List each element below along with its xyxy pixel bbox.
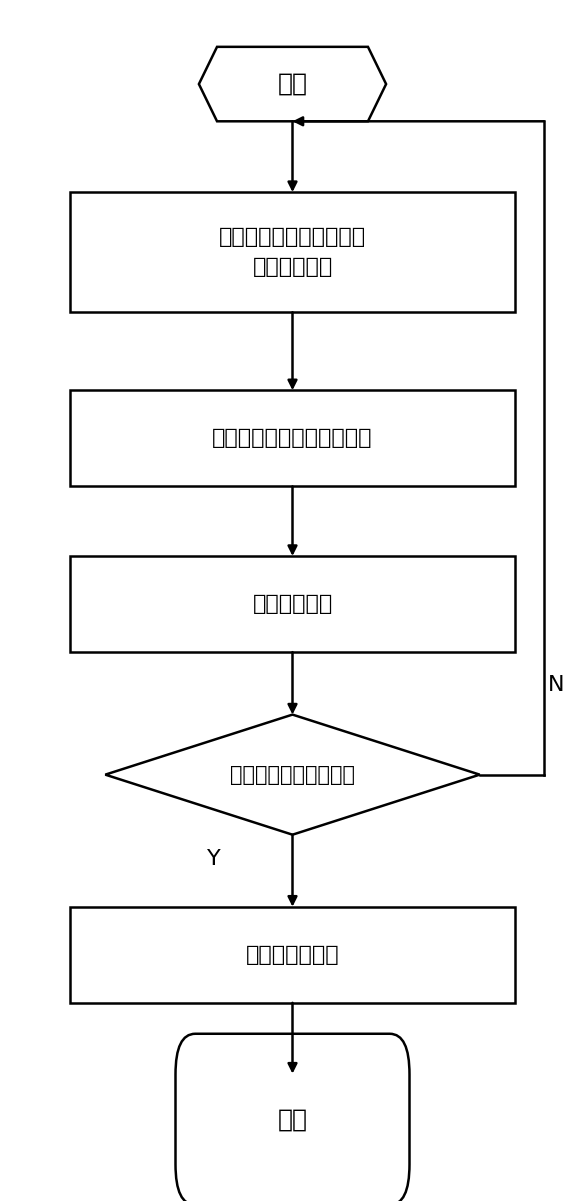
Text: 开始: 开始: [277, 72, 308, 96]
Text: 进行单自旋衰减: 进行单自旋衰减: [246, 945, 339, 964]
Text: 测量目标角动量矢量方向
及自旋轴位置: 测量目标角动量矢量方向 及自旋轴位置: [219, 227, 366, 277]
Bar: [70, 192, 515, 312]
Text: 结束: 结束: [277, 1107, 308, 1131]
Bar: [70, 907, 515, 1003]
Text: 章动角衰减满足要求？: 章动角衰减满足要求？: [230, 765, 355, 784]
Text: 启动励磁装置: 启动励磁装置: [252, 594, 333, 614]
Text: N: N: [548, 675, 564, 694]
Text: Y: Y: [207, 849, 221, 868]
Text: 涡流制动器移动到目标位置: 涡流制动器移动到目标位置: [212, 429, 373, 448]
Bar: [70, 556, 515, 652]
Bar: [70, 390, 515, 486]
